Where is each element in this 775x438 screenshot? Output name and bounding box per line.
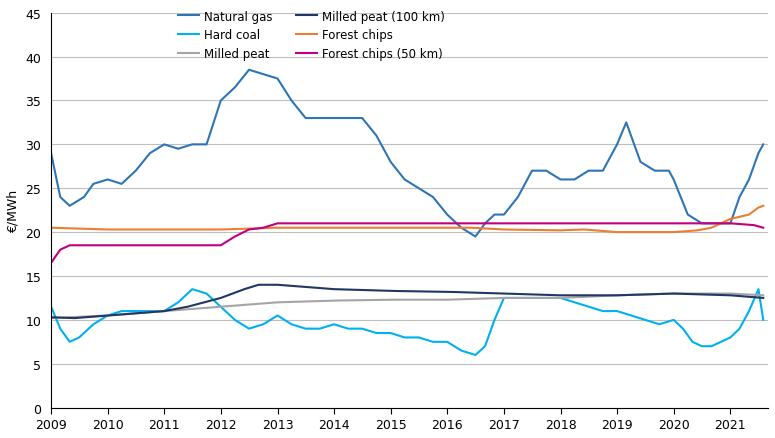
Line: Milled peat: Milled peat <box>51 294 763 318</box>
Line: Forest chips: Forest chips <box>51 206 763 233</box>
Y-axis label: €/MWh: €/MWh <box>7 189 20 232</box>
Legend: Natural gas, Hard coal, Milled peat, Milled peat (100 km), Forest chips, Forest : Natural gas, Hard coal, Milled peat, Mil… <box>173 6 450 66</box>
Line: Natural gas: Natural gas <box>51 71 763 237</box>
Line: Forest chips (50 km): Forest chips (50 km) <box>51 224 763 263</box>
Line: Hard coal: Hard coal <box>51 290 763 355</box>
Line: Milled peat (100 km): Milled peat (100 km) <box>51 285 763 318</box>
